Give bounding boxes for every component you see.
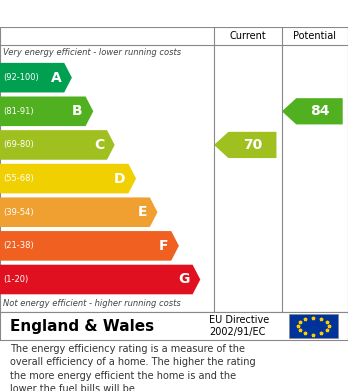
Polygon shape — [282, 98, 343, 124]
Polygon shape — [214, 132, 276, 158]
Text: Energy Efficiency Rating: Energy Efficiency Rating — [10, 6, 220, 21]
Polygon shape — [0, 197, 157, 227]
Text: (92-100): (92-100) — [3, 73, 39, 82]
Text: B: B — [72, 104, 83, 118]
Text: E: E — [137, 205, 147, 219]
Polygon shape — [0, 97, 93, 126]
Text: A: A — [51, 71, 61, 85]
Text: England & Wales: England & Wales — [10, 319, 155, 334]
Text: (39-54): (39-54) — [3, 208, 33, 217]
Text: G: G — [179, 273, 190, 287]
FancyBboxPatch shape — [289, 314, 338, 338]
Polygon shape — [0, 265, 200, 294]
Text: 70: 70 — [243, 138, 262, 152]
Polygon shape — [0, 231, 179, 261]
Text: (21-38): (21-38) — [3, 241, 33, 250]
Text: Not energy efficient - higher running costs: Not energy efficient - higher running co… — [3, 299, 181, 308]
Polygon shape — [0, 164, 136, 194]
Text: Very energy efficient - lower running costs: Very energy efficient - lower running co… — [3, 48, 182, 57]
Text: Potential: Potential — [293, 31, 337, 41]
Text: (55-68): (55-68) — [3, 174, 33, 183]
Polygon shape — [0, 63, 72, 92]
Text: D: D — [114, 172, 126, 186]
Text: (1-20): (1-20) — [3, 275, 28, 284]
Text: 84: 84 — [310, 104, 329, 118]
Text: (69-80): (69-80) — [3, 140, 33, 149]
Text: F: F — [159, 239, 168, 253]
Text: (81-91): (81-91) — [3, 107, 33, 116]
Text: C: C — [94, 138, 104, 152]
Text: The energy efficiency rating is a measure of the
overall efficiency of a home. T: The energy efficiency rating is a measur… — [10, 344, 256, 391]
Text: EU Directive
2002/91/EC: EU Directive 2002/91/EC — [209, 315, 269, 337]
Polygon shape — [0, 130, 115, 160]
Text: Current: Current — [230, 31, 266, 41]
